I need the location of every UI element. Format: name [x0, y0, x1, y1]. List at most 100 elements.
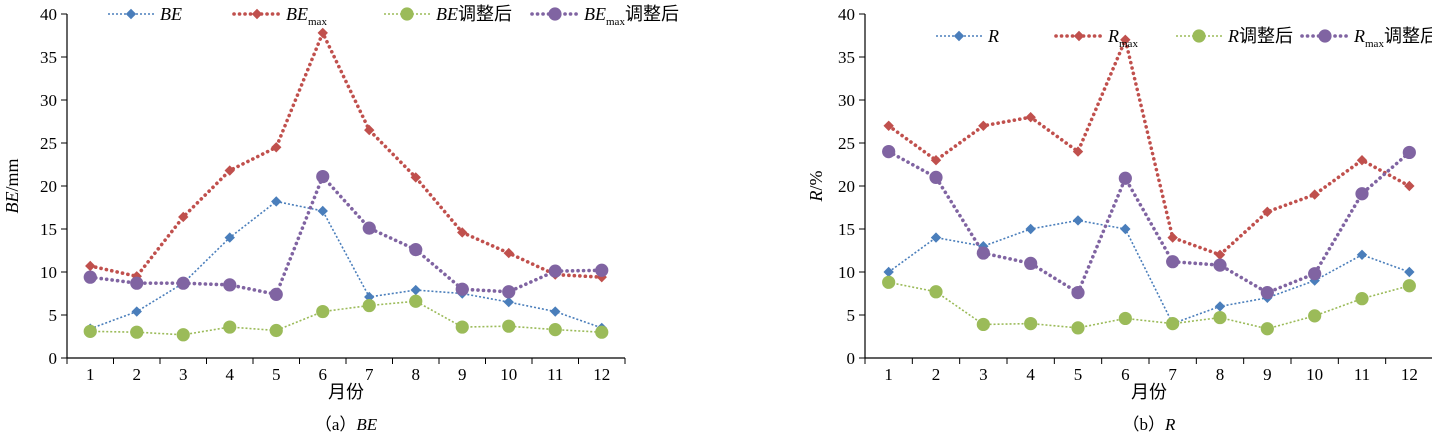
series-1: [883, 215, 1415, 329]
legend-label-suffix: 调整后: [625, 4, 679, 24]
data-point: [1308, 267, 1322, 281]
legend-label-var: R: [987, 26, 999, 46]
data-point: [882, 145, 896, 159]
y-axis-title: BE/mm: [2, 158, 22, 213]
series-2: [85, 27, 607, 283]
data-point: [410, 284, 421, 296]
data-point: [455, 282, 469, 296]
data-point: [85, 260, 96, 272]
legend-label: BEmax调整后: [584, 4, 679, 28]
legend-label-var: BE: [436, 4, 458, 24]
data-point: [224, 232, 235, 243]
legend-marker: [1192, 29, 1206, 43]
legend-label-sub: max: [606, 16, 625, 28]
y-tick-label: 20: [838, 177, 855, 196]
legend-label-var: BE: [160, 4, 182, 24]
legend-marker: [953, 30, 965, 42]
data-point: [1262, 206, 1273, 217]
data-point: [502, 319, 516, 333]
data-point: [317, 27, 328, 39]
data-point: [409, 243, 423, 257]
x-tick-label: 9: [1263, 365, 1272, 384]
data-point: [131, 306, 142, 317]
data-point: [1356, 249, 1368, 260]
data-point: [1214, 249, 1226, 260]
data-point: [410, 172, 421, 183]
legend-label: R调整后: [1227, 26, 1293, 46]
y-tick-label: 40: [838, 5, 855, 24]
legend-item: BEmax: [232, 4, 327, 28]
data-point: [316, 169, 330, 184]
data-point: [269, 287, 283, 301]
data-point: [1024, 317, 1038, 331]
data-point: [83, 324, 97, 338]
data-point: [131, 271, 142, 282]
legend-label-suffix: 调整后: [1239, 26, 1293, 46]
y-axis-title-var: R: [806, 191, 826, 203]
x-tick-label: 4: [226, 365, 235, 384]
data-point: [1166, 317, 1180, 331]
legend-marker: [400, 7, 414, 21]
legend-label-var: BE: [286, 4, 308, 24]
x-axis-title: 月份: [1131, 382, 1167, 402]
y-tick-label: 15: [838, 220, 855, 239]
y-tick-label: 10: [838, 263, 855, 282]
series-line: [886, 149, 1412, 296]
legend: BE BEmax BE调整后 BEmax调整后: [108, 4, 679, 28]
data-point: [224, 165, 235, 176]
data-point: [130, 325, 144, 339]
data-point: [1167, 232, 1178, 243]
data-point: [976, 246, 990, 260]
legend-label-sub: max: [1119, 38, 1138, 50]
y-axis-title-unit: /mm: [2, 158, 22, 191]
legend-item: BEmax调整后: [530, 4, 679, 28]
data-point: [455, 320, 469, 334]
y-axis-title: R/%: [806, 170, 826, 202]
data-point: [595, 325, 609, 339]
data-point: [929, 285, 943, 299]
legend-label: Rmax: [1107, 26, 1138, 50]
x-tick-label: 5: [1074, 365, 1083, 384]
x-tick-label: 5: [272, 365, 281, 384]
data-point: [269, 323, 283, 338]
data-point: [1308, 309, 1322, 323]
x-tick-label: 7: [1168, 365, 1177, 384]
data-point: [1120, 34, 1131, 45]
x-tick-label: 11: [547, 365, 563, 384]
chart-caption-prefix: （a）: [315, 415, 357, 434]
x-tick-label: 12: [593, 365, 610, 384]
y-tick-label: 30: [40, 91, 57, 110]
y-tick-label: 40: [40, 5, 57, 24]
data-point: [930, 232, 942, 243]
legend-marker: [125, 8, 137, 20]
series-line: [90, 300, 602, 336]
y-tick-label: 10: [40, 263, 57, 282]
legend-item: BE调整后: [384, 4, 512, 24]
x-tick-label: 7: [365, 365, 374, 384]
data-point: [1355, 187, 1369, 201]
legend-item: Rmax调整后: [1300, 26, 1432, 50]
data-point: [883, 120, 894, 131]
x-tick-label: 8: [412, 365, 421, 384]
data-point: [503, 247, 514, 259]
data-point: [976, 317, 990, 332]
data-point: [503, 296, 514, 308]
data-point: [548, 323, 562, 337]
data-point: [1025, 223, 1036, 235]
data-point: [271, 142, 282, 153]
data-point: [176, 328, 190, 342]
series-line: [888, 281, 1410, 330]
x-tick-label: 1: [884, 365, 893, 384]
data-point: [409, 294, 423, 308]
data-point: [1024, 256, 1038, 270]
series-line: [886, 34, 1412, 257]
chart-caption-prefix: （b）: [1123, 415, 1166, 434]
legend: R Rmax R调整后 Rmax调整后: [936, 26, 1432, 50]
legend-label: BEmax: [286, 4, 327, 28]
data-point: [1404, 266, 1415, 278]
series-line: [888, 219, 1410, 325]
data-point: [317, 205, 328, 217]
data-point: [176, 276, 190, 290]
legend-item: BE: [108, 4, 182, 24]
